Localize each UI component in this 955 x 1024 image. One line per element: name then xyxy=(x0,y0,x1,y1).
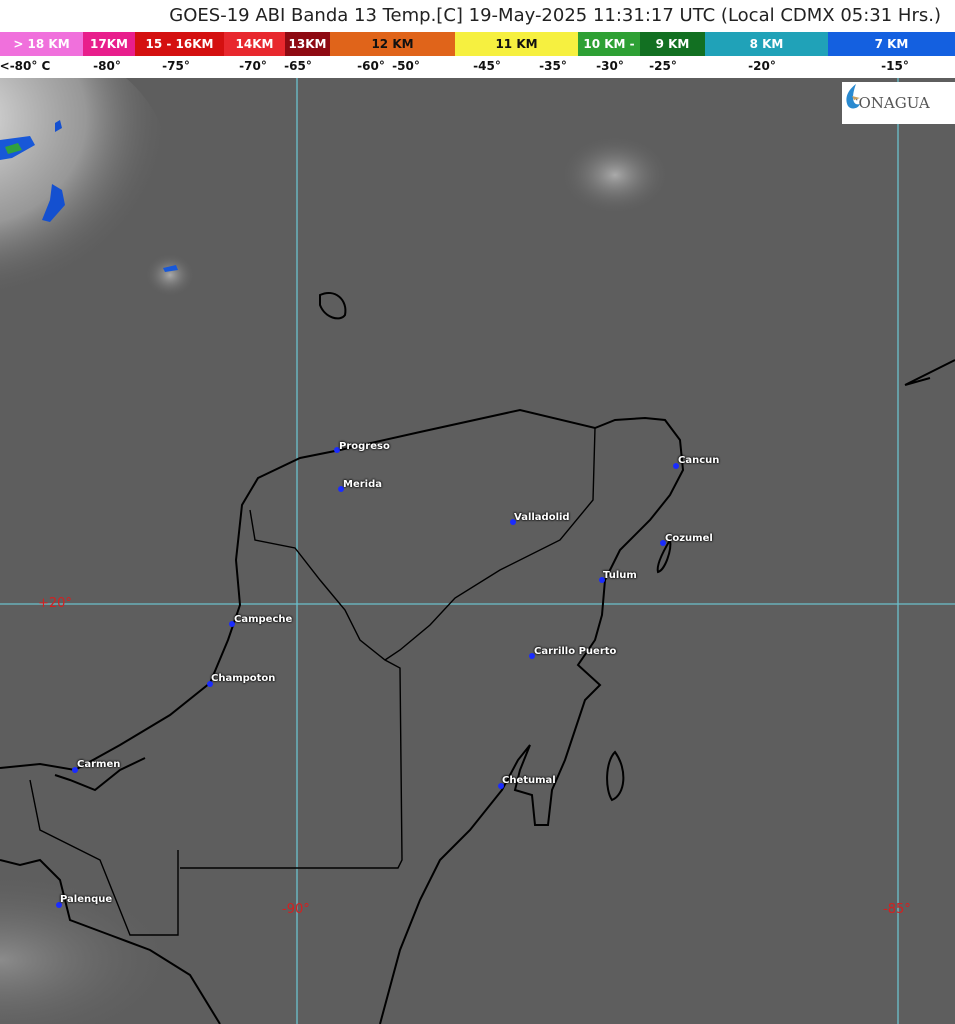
city-label: Merida xyxy=(343,479,382,490)
satellite-map: +20° -90° -85° Progreso Merida Valladoli… xyxy=(0,78,955,1024)
city-marker xyxy=(56,902,62,908)
cold-cloud-top xyxy=(42,184,65,222)
cold-cloud-top xyxy=(163,265,178,272)
temp-label: -25° xyxy=(649,59,677,73)
temp-label: -35° xyxy=(539,59,567,73)
cloud-mass xyxy=(0,78,170,300)
cold-cloud-top xyxy=(5,143,22,154)
latitude-label: +20° xyxy=(38,596,72,611)
city-marker xyxy=(660,540,666,546)
city-marker xyxy=(498,783,504,789)
color-scale-legend: > 18 KM 17KM 15 - 16KM 14KM 13KM 12 KM 1… xyxy=(0,32,955,56)
temp-label: -80° xyxy=(93,59,121,73)
legend-14km: 14KM xyxy=(224,32,285,56)
city-label: Valladolid xyxy=(514,512,570,523)
temp-label: -70° xyxy=(239,59,267,73)
city-label: Progreso xyxy=(339,441,390,452)
image-title: GOES-19 ABI Banda 13 Temp.[C] 19-May-202… xyxy=(169,5,941,26)
legend-18km: > 18 KM xyxy=(0,32,83,56)
cloud xyxy=(0,870,180,1024)
temp-label: <-80° C xyxy=(0,59,51,73)
legend-13km: 13KM xyxy=(285,32,330,56)
coastline xyxy=(0,292,955,1024)
city-marker xyxy=(673,463,679,469)
temp-label: -15° xyxy=(881,59,909,73)
city-marker xyxy=(229,621,235,627)
state-borders xyxy=(29,427,596,936)
city-label: Carmen xyxy=(77,759,121,770)
temp-label: -30° xyxy=(596,59,624,73)
legend-15-16km: 15 - 16KM xyxy=(135,32,224,56)
city-label: Cozumel xyxy=(665,533,713,544)
map-layer xyxy=(0,78,955,1024)
temp-label: -75° xyxy=(162,59,190,73)
temp-label: -50° xyxy=(392,59,420,73)
city-marker xyxy=(510,519,516,525)
city-label: Cancun xyxy=(678,455,720,466)
logo-text: CONAGUA xyxy=(847,94,930,112)
cloud xyxy=(145,253,195,297)
city-label: Chetumal xyxy=(502,775,556,786)
cloud xyxy=(560,135,670,215)
temperature-scale: <-80° C -80° -75° -70° -65° -60° -50° -4… xyxy=(0,56,955,78)
longitude-label: -90° xyxy=(282,902,310,917)
legend-8km: 8 KM xyxy=(705,32,828,56)
temp-label: -65° xyxy=(284,59,312,73)
temp-label: -45° xyxy=(473,59,501,73)
temp-label: -60° xyxy=(357,59,385,73)
city-label: Tulum xyxy=(603,570,637,581)
city-marker xyxy=(529,653,535,659)
legend-7km: 7 KM xyxy=(828,32,955,56)
temp-label: -20° xyxy=(748,59,776,73)
legend-10km: 10 KM - xyxy=(578,32,640,56)
city-marker xyxy=(338,486,344,492)
city-marker xyxy=(207,681,213,687)
city-label: Campeche xyxy=(234,614,293,625)
legend-17km: 17KM xyxy=(83,32,135,56)
water-drop-icon xyxy=(846,84,860,109)
city-label: Palenque xyxy=(60,894,113,905)
legend-11km: 11 KM xyxy=(455,32,578,56)
city-marker xyxy=(599,577,605,583)
city-marker xyxy=(334,447,340,453)
legend-12km: 12 KM xyxy=(330,32,455,56)
city-label: Champoton xyxy=(211,673,276,684)
longitude-label: -85° xyxy=(883,902,911,917)
cold-cloud-top xyxy=(55,120,62,132)
city-marker xyxy=(72,767,78,773)
city-label: Carrillo Puerto xyxy=(534,646,617,657)
legend-9km: 9 KM xyxy=(640,32,705,56)
conagua-logo: CONAGUA xyxy=(842,82,955,124)
